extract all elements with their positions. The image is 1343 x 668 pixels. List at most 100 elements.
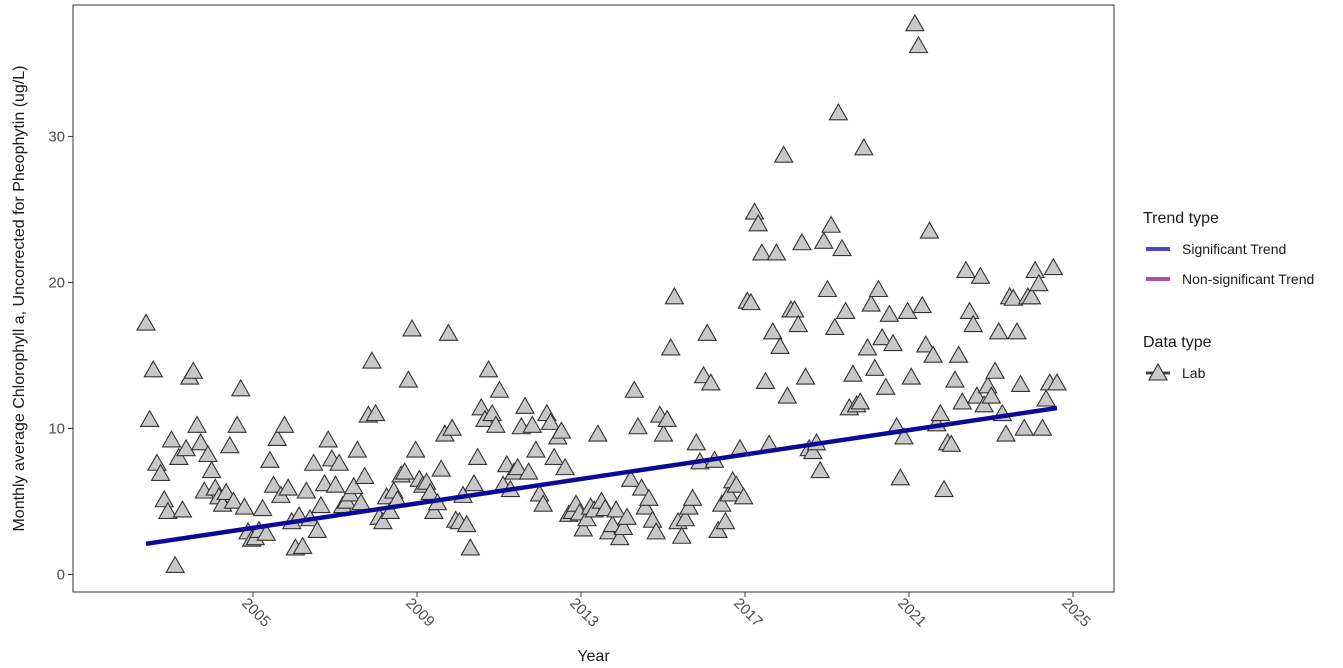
data-point	[923, 345, 944, 363]
data-point	[850, 392, 871, 410]
x-axis-title: Year	[577, 648, 610, 665]
data-point	[168, 447, 189, 465]
data-point	[613, 517, 634, 536]
data-point	[438, 323, 459, 341]
y-tick-label: 20	[48, 274, 65, 291]
data-point	[813, 231, 834, 249]
data-point	[777, 386, 798, 404]
data-point	[540, 412, 561, 430]
data-point	[252, 498, 273, 517]
data-point	[1036, 389, 1057, 407]
data-point	[278, 478, 299, 496]
data-point	[136, 313, 156, 331]
data-point	[861, 294, 882, 312]
data-point	[945, 370, 965, 388]
data-point	[679, 497, 699, 515]
data-point	[751, 243, 772, 261]
data-point	[190, 432, 211, 451]
data-point	[875, 377, 896, 395]
data-point	[274, 415, 295, 433]
data-point	[1043, 257, 1064, 276]
data-point	[959, 301, 980, 319]
data-point	[380, 501, 401, 519]
data-point	[988, 321, 1009, 340]
data-point	[354, 466, 375, 484]
legend-title-data: Data type	[1143, 334, 1212, 351]
data-point	[310, 495, 331, 514]
data-point	[835, 301, 856, 319]
data-point	[883, 333, 903, 352]
data-point	[183, 361, 204, 379]
data-point	[646, 522, 667, 540]
data-point	[343, 476, 364, 495]
data-point	[879, 304, 900, 322]
data-point	[821, 215, 842, 233]
data-point	[478, 359, 499, 378]
data-point	[791, 232, 812, 251]
data-point	[267, 428, 288, 446]
data-point	[154, 489, 175, 508]
data-point	[1003, 288, 1024, 306]
data-point	[219, 435, 240, 454]
data-point	[857, 338, 878, 356]
data-point	[853, 137, 874, 156]
data-point	[766, 243, 787, 261]
data-point	[489, 380, 510, 398]
data-point	[948, 345, 969, 363]
data-point	[263, 475, 284, 493]
data-point	[908, 35, 929, 54]
data-point	[307, 520, 328, 538]
data-point	[784, 300, 805, 318]
data-point	[904, 13, 925, 32]
data-point	[864, 358, 885, 376]
data-point	[657, 409, 678, 427]
data-point	[394, 462, 415, 480]
y-tick-label: 0	[57, 566, 65, 583]
data-point	[952, 392, 973, 410]
data-point	[533, 494, 554, 512]
data-point	[361, 351, 382, 369]
data-point	[620, 469, 641, 487]
data-point	[635, 497, 656, 515]
data-point	[460, 538, 481, 556]
data-point	[617, 507, 637, 525]
x-tick-label: 2013	[566, 595, 602, 631]
data-point	[482, 403, 503, 422]
data-point	[700, 373, 721, 391]
data-point	[318, 430, 339, 448]
data-point	[198, 444, 218, 463]
data-point	[347, 440, 368, 458]
data-point	[955, 260, 976, 279]
data-point	[161, 430, 182, 448]
y-axis-title: Monthly average Chlorophyll a, Uncorrect…	[11, 65, 28, 531]
legend-title-trend: Trend type	[1143, 210, 1219, 227]
data-point	[748, 213, 769, 232]
data-point	[828, 102, 849, 121]
data-point	[172, 500, 193, 518]
data-point	[525, 440, 546, 458]
data-point	[974, 394, 995, 413]
data-point	[708, 520, 729, 538]
data-point	[515, 396, 535, 414]
data-point	[890, 467, 911, 486]
data-point	[941, 434, 962, 452]
data-point	[810, 460, 831, 479]
data-point	[901, 367, 922, 385]
data-point	[551, 421, 572, 439]
data-point	[609, 527, 630, 546]
data-point	[456, 514, 477, 533]
trend-line	[145, 405, 1058, 547]
data-point	[682, 488, 703, 506]
data-point	[157, 501, 178, 519]
data-point	[201, 460, 222, 479]
data-point	[139, 409, 160, 427]
data-point	[1021, 286, 1042, 305]
data-point	[755, 371, 776, 390]
data-point	[223, 491, 244, 509]
data-point	[1032, 418, 1053, 436]
data-point	[259, 450, 280, 468]
data-point	[576, 508, 597, 527]
data-point	[624, 380, 645, 398]
data-point	[872, 327, 893, 346]
